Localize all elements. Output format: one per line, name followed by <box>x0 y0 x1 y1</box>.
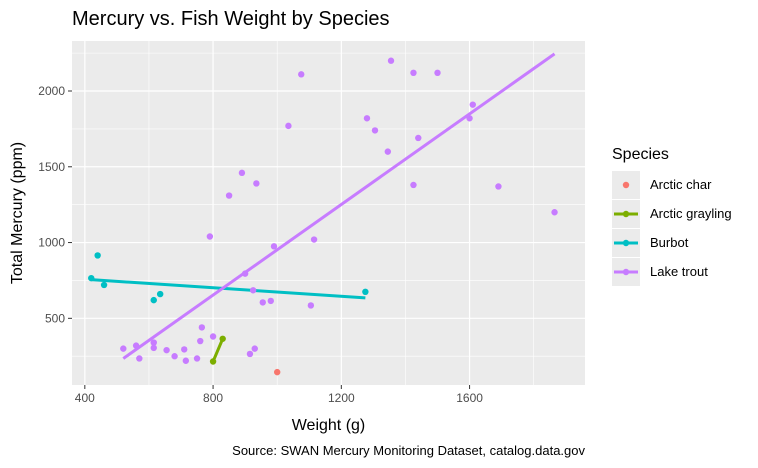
lake-trout-point <box>384 148 392 155</box>
arctic-grayling-point <box>219 335 226 342</box>
x-axis-ticks: 400 800 1200 1600 <box>75 385 483 405</box>
lake-trout-point <box>410 181 417 189</box>
x-axis-title: Weight (g) <box>292 417 366 434</box>
burbot-point <box>100 281 108 289</box>
legend-item-arctic-grayling: Arctic grayling <box>612 200 732 228</box>
y-tick-label: 500 <box>45 311 65 325</box>
lake-trout-point <box>251 345 258 352</box>
lake-trout-point <box>466 115 473 122</box>
lake-trout-point <box>249 287 257 294</box>
x-tick-label: 1600 <box>456 391 483 405</box>
y-tick-label: 2000 <box>38 84 65 98</box>
legend-item-arctic-char: Arctic char <box>612 171 712 199</box>
y-tick-label: 1500 <box>38 160 65 174</box>
lake-trout-point <box>495 183 502 190</box>
lake-trout-point <box>163 346 170 354</box>
lake-trout-point <box>246 350 254 358</box>
arctic-char-point <box>274 368 281 376</box>
data-points <box>88 57 558 376</box>
legend-label-arctic-char: Arctic char <box>650 177 712 192</box>
lake-trout-point <box>551 209 558 216</box>
legend-item-lake-trout: Lake trout <box>612 258 708 286</box>
lake-trout-point <box>225 192 233 199</box>
lake-trout-point <box>270 243 278 250</box>
lake-trout-point <box>259 299 266 306</box>
lake-trout-point <box>469 101 476 108</box>
legend-point-burbot <box>622 239 630 247</box>
legend-label-lake-trout: Lake trout <box>650 264 708 279</box>
lake-trout-point <box>310 236 318 243</box>
lake-trout-point <box>238 169 246 177</box>
trend-lines <box>91 52 556 363</box>
y-tick-label: 1000 <box>38 236 65 250</box>
x-tick-label: 800 <box>203 391 223 405</box>
arctic-grayling-trend-line <box>211 338 225 363</box>
lake-trout-point <box>363 115 371 122</box>
lake-trout-point <box>371 127 379 134</box>
burbot-point <box>94 252 101 259</box>
lake-trout-point <box>150 339 157 346</box>
chart-title: Mercury vs. Fish Weight by Species <box>72 8 390 30</box>
burbot-point <box>156 290 164 298</box>
legend-item-burbot: Burbot <box>612 229 689 257</box>
burbot-point <box>362 288 369 296</box>
lake-trout-point <box>197 337 204 345</box>
lake-trout-point <box>193 355 201 362</box>
x-tick-label: 1200 <box>328 391 355 405</box>
chart-caption: Source: SWAN Mercury Monitoring Dataset,… <box>232 443 585 458</box>
legend-label-burbot: Burbot <box>650 235 689 250</box>
burbot-point <box>88 274 95 282</box>
lake-trout-point <box>298 71 305 78</box>
lake-trout-point <box>182 357 190 364</box>
grid-major <box>72 41 585 385</box>
lake-trout-point <box>181 346 188 353</box>
lake-trout-point <box>267 297 274 305</box>
legend-point-arctic-char <box>622 181 630 189</box>
lake-trout-point <box>150 344 157 352</box>
lake-trout-point <box>307 302 315 309</box>
x-tick-label: 400 <box>75 391 95 405</box>
y-axis-ticks: 500 1000 1500 2000 <box>38 84 72 325</box>
lake-trout-point <box>387 57 395 64</box>
lake-trout-point <box>241 270 249 277</box>
grid-minor <box>72 41 585 385</box>
lake-trout-point <box>253 180 260 187</box>
lake-trout-point <box>206 233 214 240</box>
lake-trout-trend-line <box>122 52 556 360</box>
lake-trout-point <box>198 324 206 331</box>
lake-trout-point <box>171 353 178 360</box>
lake-trout-point <box>132 342 140 349</box>
lake-trout-point <box>285 122 292 130</box>
legend-title: Species <box>612 146 669 163</box>
legend: Species Arctic char Arctic grayling Burbot… <box>612 146 732 286</box>
y-axis-title: Total Mercury (ppm) <box>9 142 26 284</box>
lake-trout-point <box>415 134 422 142</box>
legend-point-lake-trout <box>622 268 630 276</box>
legend-point-arctic-grayling <box>622 210 630 218</box>
lake-trout-point <box>136 355 143 362</box>
lake-trout-point <box>120 345 127 352</box>
lake-trout-point <box>209 333 217 340</box>
legend-label-arctic-grayling: Arctic grayling <box>650 206 732 221</box>
lake-trout-point <box>410 69 417 77</box>
lake-trout-point <box>434 69 441 77</box>
burbot-trend-line <box>91 278 366 300</box>
burbot-point <box>150 296 157 304</box>
arctic-grayling-point <box>209 358 217 365</box>
